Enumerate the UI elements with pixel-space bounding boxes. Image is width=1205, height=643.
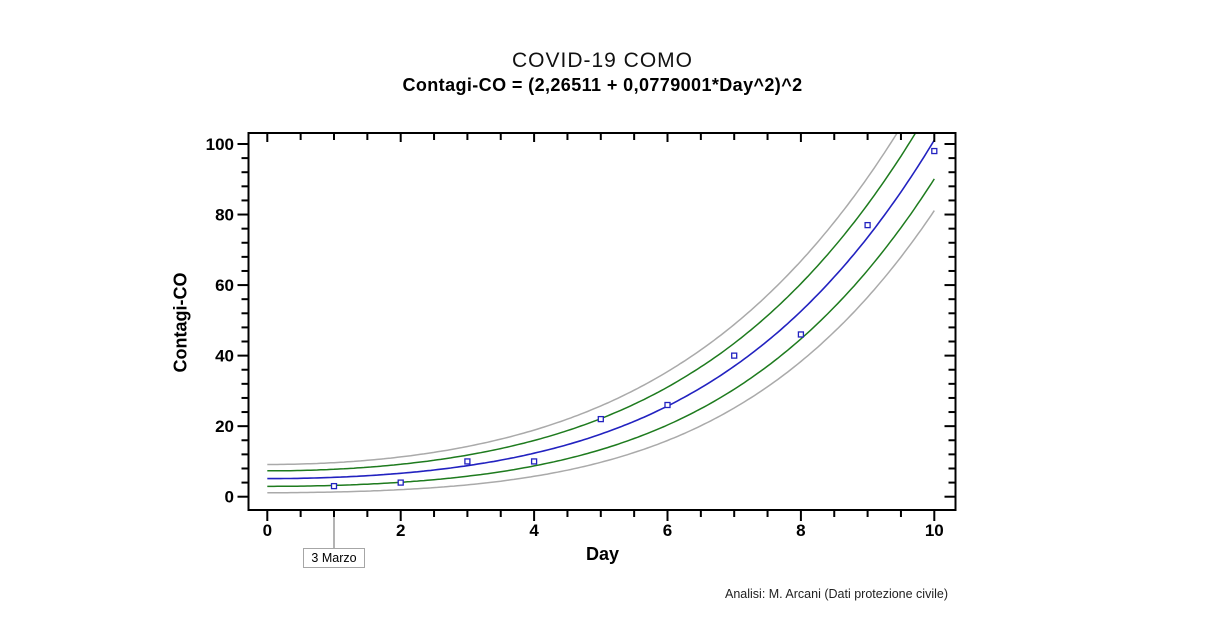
curves-layer	[267, 133, 938, 494]
y-tick-label: 40	[215, 347, 234, 366]
data-point-marker	[931, 147, 938, 155]
data-point-marker	[864, 221, 871, 229]
x-tick-label: 0	[263, 521, 272, 540]
x-axis-label: Day	[585, 544, 620, 564]
prediction-band-lower	[267, 210, 935, 494]
prediction-band-upper	[267, 133, 899, 466]
data-point-marker	[797, 331, 805, 338]
data-point-marker	[397, 479, 404, 486]
y-axis-label: Contagi-CO	[170, 272, 191, 373]
y-tick-label: 80	[215, 206, 234, 225]
y-tick-label: 100	[206, 135, 234, 154]
confidence-band-lower	[267, 178, 935, 488]
x-tick-label: 10	[925, 521, 944, 540]
y-tick-label: 20	[215, 417, 234, 436]
data-point-marker	[330, 482, 338, 490]
data-point-marker	[597, 415, 604, 423]
data-point-marker	[664, 401, 671, 409]
chart-title: COVID-19 COMO	[511, 49, 694, 72]
chart-equation-subtitle: Contagi-CO = (2,26511 + 0,0779001*Day^2)…	[402, 75, 803, 95]
x-tick-label: 6	[663, 521, 672, 540]
x-tick-label: 2	[396, 521, 405, 540]
confidence-band-upper	[267, 133, 917, 472]
y-tick-label: 60	[215, 276, 234, 295]
y-tick-label: 0	[225, 488, 234, 507]
x-tick-label: 8	[796, 521, 805, 540]
plot-frame	[247, 132, 957, 511]
x-tick-label: 4	[529, 521, 539, 540]
fitted-curve	[267, 139, 935, 480]
analysis-credit-text: Analisi: M. Arcani (Dati protezione civi…	[725, 587, 948, 601]
data-point-marker	[731, 352, 738, 359]
data-point-marker	[464, 458, 471, 465]
data-point-marker	[530, 458, 538, 465]
date-annotation-box: 3 Marzo	[303, 548, 365, 568]
